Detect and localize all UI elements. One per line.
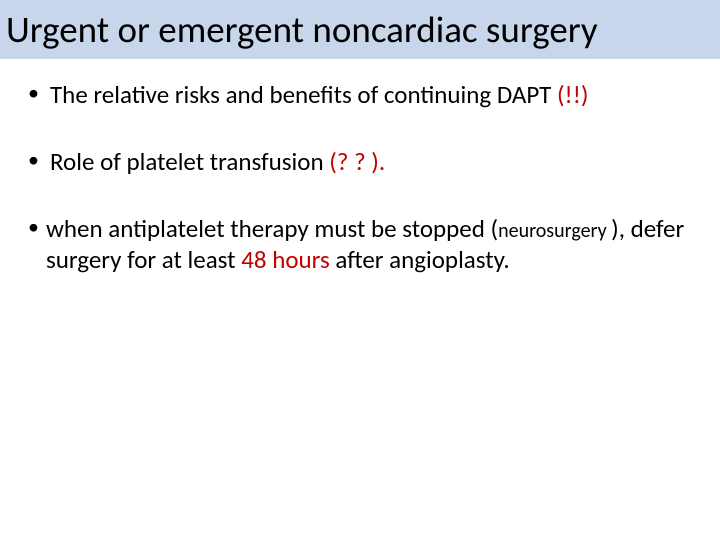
slide: Urgent or emergent noncardiac surgery Th… — [0, 0, 720, 540]
bullet-list: The relative risks and benefits of conti… — [20, 79, 700, 276]
bullet-item: Role of platelet transfusion (? ? ). — [20, 146, 700, 177]
bullet-emphasis: (!!) — [557, 79, 588, 110]
bullet-emphasis: (? ? ). — [329, 146, 385, 177]
bullet-text: after angioplasty. — [335, 244, 509, 275]
bullet-item: when antiplatelet therapy must be stoppe… — [20, 213, 700, 276]
bullet-item: The relative risks and benefits of conti… — [20, 79, 700, 110]
bullet-text: The relative risks and benefits of conti… — [50, 79, 557, 110]
bullet-small: neurosurgery — [498, 219, 611, 243]
title-bar: Urgent or emergent noncardiac surgery — [0, 0, 720, 59]
slide-content: The relative risks and benefits of conti… — [0, 59, 720, 276]
slide-title: Urgent or emergent noncardiac surgery — [6, 10, 714, 51]
bullet-emphasis: 48 hours — [241, 244, 335, 275]
bullet-text: when antiplatelet therapy must be stoppe… — [46, 213, 498, 244]
bullet-text: Role of platelet transfusion — [50, 146, 329, 177]
